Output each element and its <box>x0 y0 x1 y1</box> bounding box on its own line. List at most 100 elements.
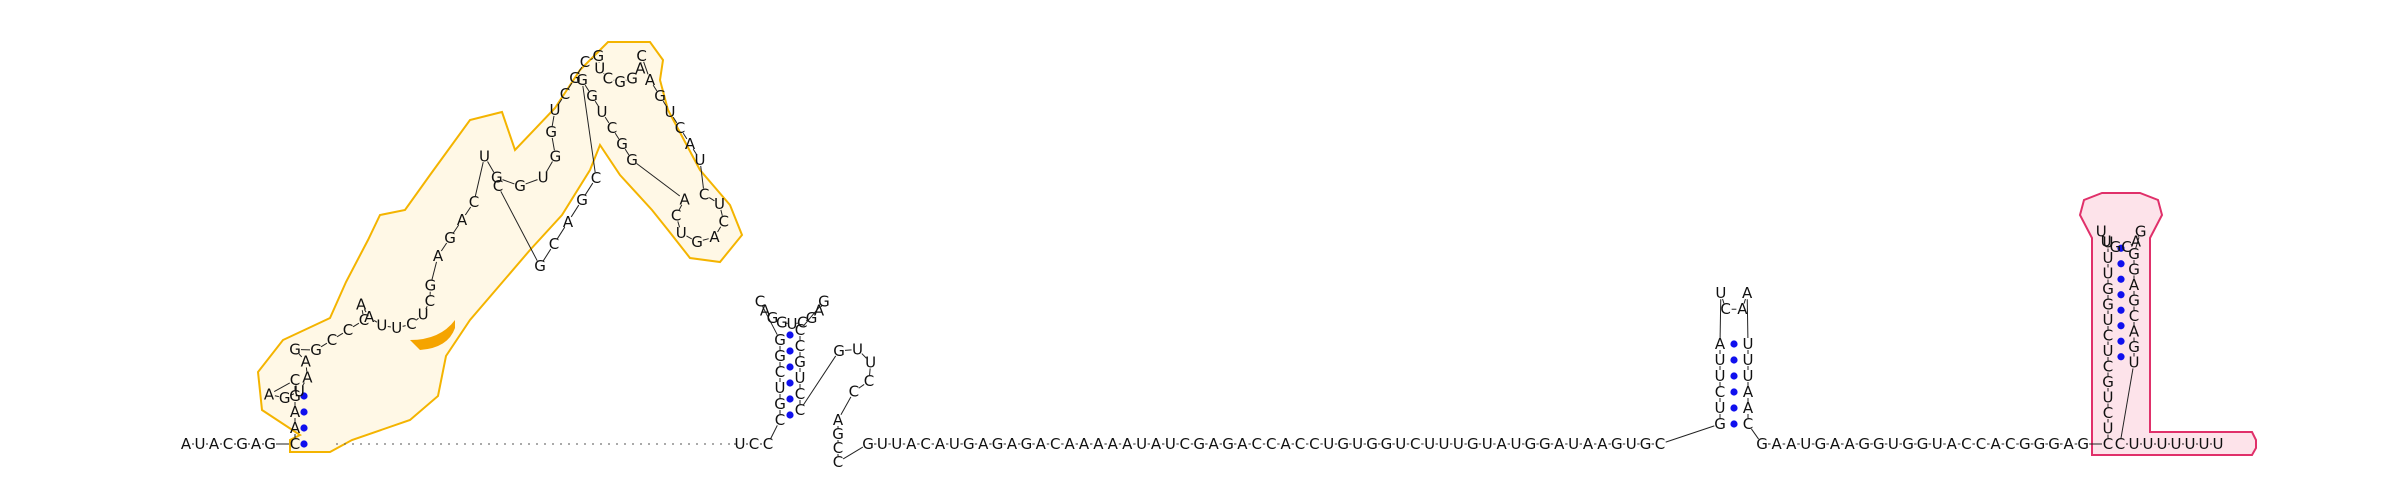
backbone-bond <box>557 98 563 106</box>
backbone-bond <box>500 191 538 261</box>
nucleotide-U: U <box>2103 342 2114 360</box>
nucleotide-A: A <box>1064 435 1075 453</box>
nucleotide-U: U <box>2129 354 2140 372</box>
nucleotide-U: U <box>2171 435 2182 453</box>
nucleotide-G: G <box>593 47 605 65</box>
nucleotide-A: A <box>563 213 574 231</box>
backbone-bond <box>776 319 779 321</box>
nucleotide-C: C <box>1180 435 1190 453</box>
nucleotide-C: C <box>425 292 435 310</box>
nucleotide-A: A <box>209 435 220 453</box>
nucleotide-G: G <box>534 257 546 275</box>
nucleotide-C: C <box>560 85 570 103</box>
nucleotide-C: C <box>1295 435 1305 453</box>
nucleotide-U: U <box>852 340 863 358</box>
nucleotide-C: C <box>1655 435 1665 453</box>
base-pair-dot <box>786 347 794 355</box>
nucleotide-U: U <box>676 224 687 242</box>
nucleotide-U: U <box>1715 367 1726 385</box>
backbone-bond <box>803 305 821 326</box>
nucleotide-G: G <box>2128 292 2140 310</box>
nucleotide-U: U <box>2103 265 2114 283</box>
nucleotide-C: C <box>603 69 613 87</box>
nucleotide-A: A <box>2131 232 2142 250</box>
nucleotide-A: A <box>635 60 646 78</box>
backbone-bond <box>762 306 778 335</box>
nucleotide-U: U <box>1743 351 1754 369</box>
nucleotide-A: A <box>1743 383 1754 401</box>
nucleotide-G: G <box>833 342 845 360</box>
nucleotide-U: U <box>1439 435 1450 453</box>
nucleotide-C: C <box>775 411 785 429</box>
nucleotide-G: G <box>1366 435 1378 453</box>
nucleotide-A: A <box>685 135 696 153</box>
nucleotide-G: G <box>774 395 786 413</box>
nucleotide-G: G <box>514 177 526 195</box>
backbone-bond <box>662 100 668 108</box>
nucleotide-U: U <box>418 305 429 323</box>
nucleotide-A: A <box>645 71 656 89</box>
nucleotide-A: A <box>935 435 946 453</box>
nucleotide-C: C <box>2115 435 2125 453</box>
nucleotide-A: A <box>433 247 444 265</box>
backbone-bond <box>672 116 678 124</box>
nucleotide-C: C <box>2103 404 2113 422</box>
nucleotide-C: C <box>290 371 300 389</box>
nucleotide-G: G <box>2034 435 2046 453</box>
backbone-bond <box>584 84 590 92</box>
nucleotide-C: C <box>749 435 759 453</box>
nucleotide-U: U <box>1932 435 1943 453</box>
nucleotide-G: G <box>614 73 626 91</box>
backbone-bond <box>624 148 630 156</box>
nucleotide-C: C <box>864 372 874 390</box>
nucleotide-A: A <box>709 228 720 246</box>
base-pair-dot <box>2117 291 2125 299</box>
backbone-bond <box>858 384 865 389</box>
nucleotide-U: U <box>665 103 676 121</box>
nucleotide-C: C <box>493 177 503 195</box>
nucleotide-G: G <box>2077 435 2089 453</box>
backbone-bond <box>545 161 553 173</box>
nucleotide-U: U <box>795 369 806 387</box>
nucleotide-C: C <box>1266 435 1276 453</box>
backbone-bond <box>387 325 391 328</box>
backbone-bond <box>861 353 867 359</box>
nucleotide-U: U <box>1568 435 1579 453</box>
nucleotide-G: G <box>1902 435 1914 453</box>
nucleotide-A: A <box>1007 435 1018 453</box>
nucleotide-C: C <box>2103 327 2113 345</box>
nucleotide-U: U <box>2143 435 2154 453</box>
backbone-bond <box>590 58 594 61</box>
nucleotide-G: G <box>2110 238 2122 256</box>
backbone-bonds <box>192 58 2212 460</box>
backbone-bond <box>551 115 555 127</box>
base-pair-dot <box>300 424 308 432</box>
nucleotide-C: C <box>833 453 843 471</box>
backbone-bond <box>2130 243 2132 245</box>
nucleotide-U: U <box>597 103 608 121</box>
nucleotide-G: G <box>550 147 562 165</box>
nucleotide-G: G <box>1858 435 1870 453</box>
nucleotide-G: G <box>767 309 779 327</box>
nucleotide-C: C <box>1743 415 1753 433</box>
nucleotide-U: U <box>1743 367 1754 385</box>
nucleotide-C: C <box>1715 383 1725 401</box>
backbone-bond <box>708 197 715 202</box>
nucleotide-U: U <box>391 319 402 337</box>
backbone-bond <box>692 148 698 156</box>
backbone-bond <box>402 325 406 327</box>
nucleotide-A: A <box>1208 435 1219 453</box>
base-pair-dot <box>1730 356 1738 364</box>
nucleotide-C: C <box>1252 435 1262 453</box>
backbone-bond <box>1722 298 1725 304</box>
nucleotide-C: C <box>849 383 859 401</box>
nucleotide-U: U <box>787 315 798 333</box>
nucleotide-A: A <box>833 411 844 429</box>
nucleotide-G: G <box>2048 435 2060 453</box>
backbone-bond <box>614 132 620 140</box>
backbone-bond <box>431 261 438 281</box>
nucleotide-U: U <box>949 435 960 453</box>
base-pair-dot <box>1730 404 1738 412</box>
